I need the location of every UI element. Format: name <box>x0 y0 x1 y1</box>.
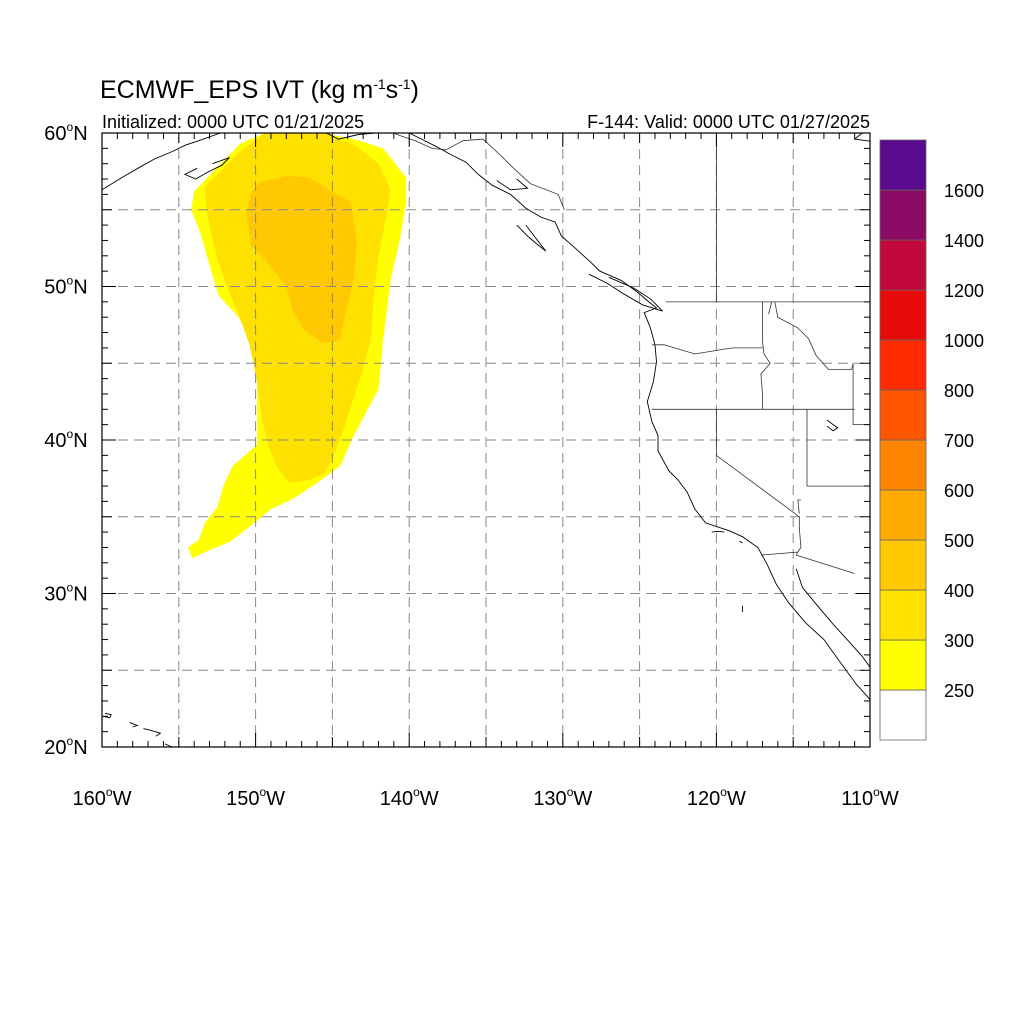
boundary-line <box>760 551 855 574</box>
lat-label: 40oN <box>44 427 87 452</box>
longitude-labels: 160oW 150oW 140oW 130oW 120oW 110oW <box>73 785 899 810</box>
figure-title: ECMWF_EPS IVT (kg m-1s-1) <box>100 76 419 104</box>
colorbar-swatch <box>879 139 927 191</box>
colorbar-swatch <box>879 339 927 391</box>
lat-label: 30oN <box>44 581 87 606</box>
coastline <box>102 133 221 191</box>
lon-label: 140oW <box>380 785 439 810</box>
coastline <box>516 224 547 252</box>
coastline <box>739 540 743 544</box>
latitude-labels: 60oN 50oN 40oN 30oN 20oN <box>44 120 87 759</box>
gridlines-layer <box>102 133 870 747</box>
coastline <box>409 133 870 700</box>
colorbar-swatch <box>879 489 927 541</box>
colorbar-label: 1200 <box>944 281 984 301</box>
boundary-line <box>651 344 763 355</box>
colorbar-swatch <box>879 639 927 691</box>
ivt-region-400-500 <box>246 176 357 344</box>
lon-label: 120oW <box>687 785 746 810</box>
boundary-line <box>797 499 801 514</box>
colorbar-label: 500 <box>944 531 974 551</box>
coastline <box>496 178 529 191</box>
colorbar-swatch <box>879 389 927 441</box>
boundary-line <box>716 409 802 553</box>
colorbar-label: 1400 <box>944 231 984 251</box>
lat-label: 50oN <box>44 274 87 299</box>
coastline <box>711 530 725 533</box>
coastline <box>164 743 173 747</box>
colorbar-swatch <box>879 189 927 241</box>
colorbar-swatch <box>879 539 927 591</box>
colorbar-label: 600 <box>944 481 974 501</box>
coastline <box>143 728 162 737</box>
lon-label: 130oW <box>533 785 592 810</box>
colorbar-swatch <box>879 239 927 291</box>
colorbar-swatch <box>879 289 927 341</box>
colorbar-swatch <box>879 689 927 741</box>
lon-label: 160oW <box>73 785 132 810</box>
initialized-label: Initialized: 0000 UTC 01/21/2025 <box>102 112 364 132</box>
coastline <box>853 133 870 142</box>
boundary-line <box>768 301 773 315</box>
lon-label: 110oW <box>841 785 899 810</box>
colorbar-label: 1600 <box>944 181 984 201</box>
coastline <box>795 568 870 668</box>
coastline <box>183 157 230 180</box>
colorbar-label: 700 <box>944 431 974 451</box>
geography-layer <box>102 133 870 747</box>
boundary-line <box>760 301 771 410</box>
colorbar-swatch <box>879 589 927 641</box>
axis-ticks-layer <box>101 132 871 748</box>
lat-label: 20oN <box>44 734 87 759</box>
lon-label: 150oW <box>226 785 285 810</box>
valid-time-label: F-144: Valid: 0000 UTC 01/27/2025 <box>587 112 870 132</box>
ivt-shading-layer <box>188 133 407 559</box>
colorbar-label: 300 <box>944 631 974 651</box>
lat-label: 60oN <box>44 120 87 145</box>
boundary-line <box>393 133 565 210</box>
coastline <box>826 419 839 432</box>
colorbar-label: 1000 <box>944 331 984 351</box>
coastline <box>588 273 663 312</box>
colorbar-label: 250 <box>944 681 974 701</box>
boundary-line <box>774 301 854 370</box>
coastline <box>129 721 139 728</box>
colorbar-label: 800 <box>944 381 974 401</box>
colorbar: 250 300 400 500 600 700 800 1000 1200 1400 1600 <box>879 139 984 741</box>
coastline <box>103 712 112 719</box>
colorbar-swatch <box>879 439 927 491</box>
colorbar-label: 400 <box>944 581 974 601</box>
